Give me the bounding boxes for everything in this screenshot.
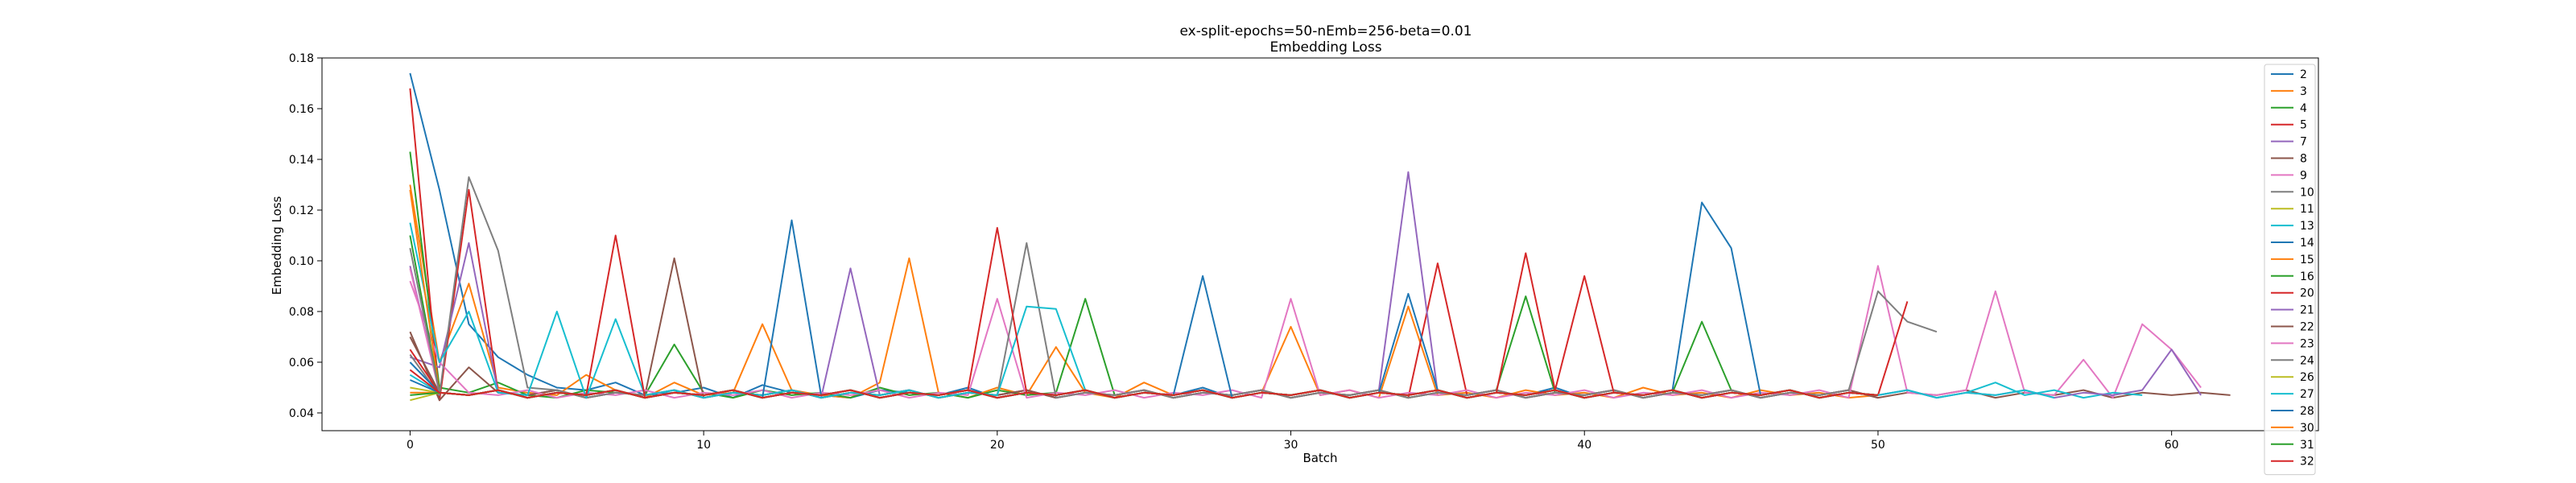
x-axis-label: Batch — [1302, 451, 1337, 465]
y-axis-label: Embedding Loss — [270, 196, 284, 295]
y-tick-label: 0.10 — [289, 255, 314, 268]
x-tick-label: 10 — [696, 439, 711, 452]
legend-label-26: 26 — [2300, 371, 2314, 384]
chart-title: ex-split-epochs=50-nEmb=256-beta=0.01 — [1179, 23, 1472, 39]
legend-label-13: 13 — [2300, 220, 2314, 233]
y-tick-label: 0.16 — [289, 103, 314, 116]
legend-label-28: 28 — [2300, 405, 2314, 418]
chart-subtitle: Embedding Loss — [1269, 39, 1381, 56]
series-line-13 — [409, 222, 2143, 399]
x-tick-label: 20 — [990, 439, 1005, 452]
series-line-24 — [409, 248, 1878, 399]
plot-area — [321, 57, 2319, 431]
legend-label-16: 16 — [2300, 270, 2314, 283]
legend-label-22: 22 — [2300, 321, 2314, 334]
legend-label-4: 4 — [2300, 102, 2307, 115]
x-tick-label: 50 — [1871, 439, 1885, 452]
legend-label-20: 20 — [2300, 287, 2314, 300]
series-line-7 — [410, 171, 1879, 399]
y-axis: 0.04 0.06 0.08 0.10 0.12 0.14 0.16 0.18 — [289, 52, 322, 420]
legend-label-30: 30 — [2300, 422, 2314, 435]
series-line-8 — [409, 257, 2231, 402]
series-line-2 — [409, 72, 1878, 399]
series-line-4 — [409, 151, 1879, 399]
y-tick-label: 0.14 — [289, 154, 314, 167]
series-line-21 — [409, 266, 2202, 399]
legend-label-21: 21 — [2300, 304, 2314, 317]
series-line-23 — [409, 268, 1878, 399]
y-tick-label: 0.06 — [289, 357, 314, 369]
legend-label-9: 9 — [2300, 169, 2307, 182]
y-tick-label: 0.18 — [289, 52, 314, 65]
legend-label-23: 23 — [2300, 337, 2314, 350]
series-line-32 — [409, 369, 1878, 399]
legend-label-7: 7 — [2300, 136, 2307, 149]
legend-label-15: 15 — [2300, 254, 2314, 266]
axes-frame — [321, 57, 2319, 431]
legend-label-32: 32 — [2300, 456, 2314, 469]
legend-label-31: 31 — [2300, 439, 2314, 452]
x-tick-label: 30 — [1284, 439, 1298, 452]
series-line-9 — [409, 265, 2202, 399]
x-tick-label: 60 — [2165, 439, 2179, 452]
x-axis: 0 10 20 30 40 50 60 — [407, 431, 2179, 452]
y-tick-label: 0.04 — [289, 407, 314, 420]
legend-label-3: 3 — [2300, 85, 2307, 98]
series-line-15 — [409, 189, 1878, 399]
legend: 2345789101113141516202122232426272830313… — [2264, 64, 2316, 476]
series-line-20 — [409, 227, 1909, 399]
series-line-3 — [409, 184, 1878, 399]
x-tick-label: 40 — [1577, 439, 1591, 452]
legend-label-5: 5 — [2300, 119, 2307, 132]
legend-label-14: 14 — [2300, 237, 2314, 250]
y-tick-label: 0.12 — [289, 204, 314, 217]
legend-label-11: 11 — [2300, 203, 2314, 216]
y-tick-label: 0.08 — [289, 306, 314, 319]
x-tick-label: 0 — [407, 439, 414, 452]
series-line-14 — [409, 201, 1878, 399]
legend-label-2: 2 — [2300, 68, 2307, 81]
legend-label-8: 8 — [2300, 153, 2307, 166]
legend-box — [2264, 64, 2316, 476]
legend-label-24: 24 — [2300, 354, 2314, 367]
series-layer — [409, 72, 2231, 402]
series-line-5 — [409, 88, 1879, 402]
legend-label-27: 27 — [2300, 388, 2314, 401]
legend-label-10: 10 — [2300, 186, 2314, 199]
